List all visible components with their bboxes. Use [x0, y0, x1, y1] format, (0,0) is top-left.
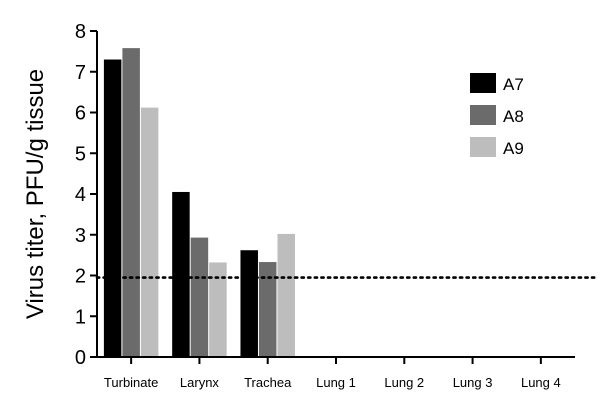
bar	[122, 48, 140, 358]
y-tick-label: 0	[75, 347, 86, 369]
x-tick-label: Larynx	[180, 375, 220, 390]
bar	[209, 262, 227, 357]
y-axis-title: Virus titer, PFU/g tissue	[22, 69, 49, 319]
bar	[190, 237, 209, 357]
y-tick-label: 7	[75, 62, 86, 84]
y-tick-label: 8	[75, 21, 86, 43]
legend-swatch	[470, 73, 496, 93]
x-tick-label: Turbinate	[104, 375, 158, 390]
legend-label: A9	[503, 139, 524, 158]
y-tick-label: 3	[75, 225, 86, 247]
bar	[277, 233, 295, 357]
bar	[103, 59, 122, 358]
legend-swatch	[470, 105, 496, 125]
y-tick-label: 6	[75, 103, 86, 125]
x-tick-label: Lung 4	[521, 375, 561, 390]
bar	[140, 107, 159, 357]
bar	[258, 262, 277, 357]
bars	[103, 48, 295, 358]
legend-label: A8	[503, 107, 524, 126]
y-tick-label: 5	[75, 143, 86, 165]
x-tick-label: Lung 2	[384, 375, 424, 390]
y-axis: 0 1 2 3 4 5 6 7 8	[75, 21, 98, 369]
y-tick-label: 4	[75, 184, 86, 206]
x-axis: Turbinate Larynx Trachea Lung 1 Lung 2 Lung 3…	[97, 356, 575, 390]
legend: A7 A8 A9	[470, 73, 524, 158]
legend-swatch	[470, 137, 496, 157]
legend-label: A7	[503, 75, 524, 94]
y-tick-label: 2	[75, 266, 86, 288]
x-tick-label: Lung 3	[453, 375, 493, 390]
bar	[240, 250, 258, 357]
y-tick-label: 1	[75, 306, 86, 328]
x-tick-label: Trachea	[244, 375, 292, 390]
bar	[172, 191, 190, 357]
x-tick-label: Lung 1	[316, 375, 356, 390]
